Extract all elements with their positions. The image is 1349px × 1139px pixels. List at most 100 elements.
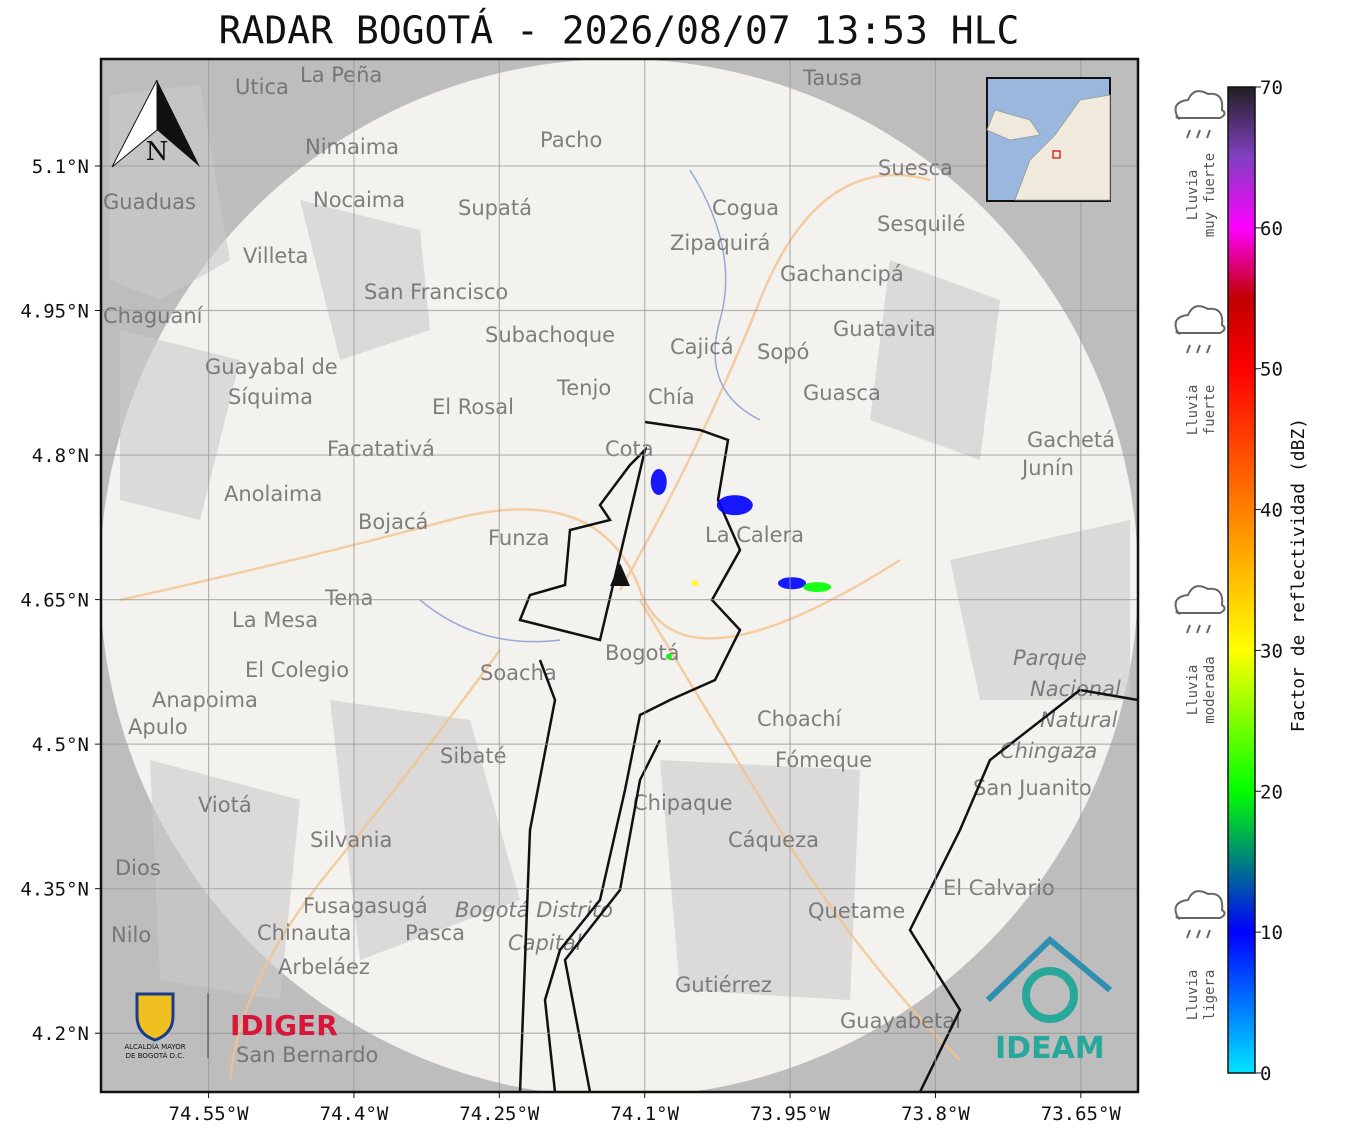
y-tick-label: 4.2°N xyxy=(32,1023,89,1045)
place-label: Pasca xyxy=(405,921,465,945)
north-arrow: N xyxy=(111,79,200,168)
place-label: Capital xyxy=(508,931,582,955)
place-label: Parque xyxy=(1013,646,1087,670)
legend-icon xyxy=(1174,305,1226,336)
logo-text: DE BOGOTÁ D.C. xyxy=(126,1051,185,1060)
place-label: San Francisco xyxy=(364,280,508,304)
place-label: Utica xyxy=(235,75,289,99)
place-label: Guatavita xyxy=(833,317,936,341)
colorbar-tick-label: 0 xyxy=(1260,1063,1271,1085)
colorbar-label: Factor de reflectividad (dBZ) xyxy=(1288,418,1309,732)
map-frame xyxy=(99,57,1140,1094)
legend-label: Lluvia xyxy=(1185,665,1201,716)
colorbar-axis: 0 10 20 30 40 50 60 70 xyxy=(1255,77,1283,1085)
place-label: Nimaima xyxy=(305,135,399,159)
place-label: Arbeláez xyxy=(278,955,370,979)
place-label: Sibaté xyxy=(440,744,507,768)
place-label: Nocaima xyxy=(313,188,405,212)
map: La Peña Utica Tausa Pacho Nimaima Nocaima Supa… xyxy=(101,59,1138,1092)
place-label: Gutiérrez xyxy=(675,973,772,997)
x-tick-label: 73.65°W xyxy=(1041,1103,1122,1125)
grid xyxy=(101,59,1138,1092)
place-label: El Calvario xyxy=(943,876,1055,900)
place-label: Bojacá xyxy=(358,510,428,534)
place-label: Subachoque xyxy=(485,323,615,347)
place-label: San Bernardo xyxy=(236,1043,378,1067)
legend-label: moderada xyxy=(1202,656,1218,723)
place-label: El Rosal xyxy=(432,395,514,419)
legend-icon xyxy=(1186,624,1211,634)
place-label: Sopó xyxy=(757,340,809,364)
north-label: N xyxy=(146,137,169,167)
colorbar-tick-label: 20 xyxy=(1260,781,1283,803)
place-label: Anolaima xyxy=(224,482,322,506)
legend-icon xyxy=(1174,585,1226,616)
place-label: Quetame xyxy=(808,899,905,923)
place-label: Suesca xyxy=(878,156,953,180)
place-label: Tena xyxy=(324,586,373,610)
place-label: Anapoima xyxy=(152,688,258,712)
logo-text: IDIGER xyxy=(230,1009,338,1042)
echo xyxy=(778,577,807,590)
place-label: Guayabal de xyxy=(205,355,338,379)
x-tick-label: 73.95°W xyxy=(750,1103,831,1125)
place-label: San Juanito xyxy=(973,776,1092,800)
place-label: Cajicá xyxy=(670,335,734,359)
place-label: Guaduas xyxy=(103,190,196,214)
echo xyxy=(716,495,753,516)
roads xyxy=(119,173,961,1081)
colorbar-tick-label: 10 xyxy=(1260,922,1283,944)
x-tick-label: 74.55°W xyxy=(169,1103,250,1125)
place-label: Supatá xyxy=(458,196,532,220)
legend-label: fuerte xyxy=(1202,385,1218,436)
place-label: Funza xyxy=(488,526,549,550)
radar-site xyxy=(610,563,630,586)
y-tick-label: 4.65°N xyxy=(20,590,89,612)
place-label: Apulo xyxy=(128,715,188,739)
title: RADAR BOGOTÁ - 2026/08/07 13:53 HLC xyxy=(219,9,1020,53)
place-label: El Colegio xyxy=(245,658,349,682)
x-tick-label: 74.1°W xyxy=(610,1103,679,1125)
place-label: Chipaque xyxy=(633,791,733,815)
place-labels: La Peña Utica Tausa Pacho Nimaima Nocaima Supa… xyxy=(103,63,1121,1067)
legend-label: Lluvia xyxy=(1185,970,1201,1021)
x-tick-label: 73.8°W xyxy=(901,1103,970,1125)
legend-label: Lluvia xyxy=(1185,170,1201,221)
place-label: Tausa xyxy=(802,66,862,90)
colorbar-tick-label: 60 xyxy=(1260,218,1283,240)
place-label: Guasca xyxy=(803,381,881,405)
legend-icon xyxy=(1186,929,1211,939)
place-label: Bogotá Distrito xyxy=(455,898,613,922)
y-tick-label: 5.1°N xyxy=(32,156,89,178)
legend-icon xyxy=(1174,90,1226,121)
echo xyxy=(665,653,672,660)
echo xyxy=(650,469,667,496)
inset-map xyxy=(986,77,1111,202)
echo xyxy=(692,580,699,587)
terrain xyxy=(110,85,1130,1000)
colorbar-tick-label: 70 xyxy=(1260,77,1283,99)
x-tick-label: 74.25°W xyxy=(459,1103,540,1125)
legend-icon xyxy=(1186,129,1211,139)
x-tick-label: 74.4°W xyxy=(320,1103,389,1125)
place-label: Chinauta xyxy=(257,921,351,945)
colorbar-tick-label: 30 xyxy=(1260,640,1283,662)
place-label: Fusagasugá xyxy=(303,894,428,918)
place-label: Choachí xyxy=(757,707,843,731)
logo-alcaldia: ALCALDÍA MAYOR DE BOGOTÁ D.C. IDIGER xyxy=(124,992,338,1060)
place-label: Junín xyxy=(1020,456,1074,480)
legend-label: ligera xyxy=(1202,970,1218,1021)
place-label: Síquima xyxy=(228,385,313,409)
place-label: Tenjo xyxy=(556,376,611,400)
place-label: Pacho xyxy=(540,128,602,152)
place-label: Gachetá xyxy=(1027,428,1115,452)
place-label: Cogua xyxy=(712,196,779,220)
place-label: Bogotá xyxy=(605,641,680,665)
rivers xyxy=(419,169,761,643)
legend-label: Lluvia xyxy=(1185,385,1201,436)
place-label: Gachancipá xyxy=(780,262,904,286)
place-label: Facatativá xyxy=(327,437,435,461)
y-tick-label: 4.5°N xyxy=(32,734,89,756)
